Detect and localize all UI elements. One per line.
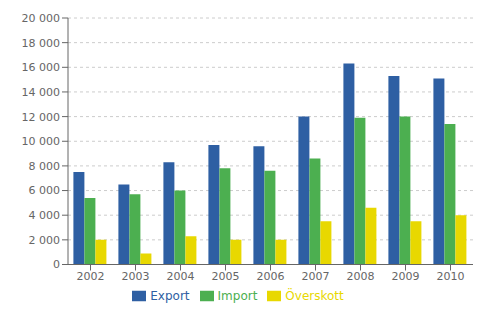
svg-text:4 000: 4 000 [29,209,61,222]
svg-text:8 000: 8 000 [29,160,61,173]
svg-text:2 000: 2 000 [29,234,61,247]
svg-text:0: 0 [53,258,60,271]
svg-text:2010: 2010 [437,270,465,283]
svg-text:12 000: 12 000 [22,111,61,124]
svg-text:2006: 2006 [257,270,285,283]
html-text:Överskott: Överskott [285,288,344,303]
svg-text:2005: 2005 [212,270,240,283]
svg-text:14 000: 14 000 [22,86,61,99]
html-text:Export: Export [150,288,190,303]
svg-text:10 000: 10 000 [22,135,61,148]
svg-text:16 000: 16 000 [22,61,61,74]
svg-text:6 000: 6 000 [29,184,61,197]
svg-text:20 000: 20 000 [22,12,61,25]
svg-text:2009: 2009 [392,270,420,283]
svg-text:2003: 2003 [122,270,150,283]
svg-text:18 000: 18 000 [22,37,61,50]
html-text:Import: Import [217,288,258,303]
svg-text:2008: 2008 [347,270,375,283]
svg-text:2004: 2004 [167,270,195,283]
svg-text:2002: 2002 [77,270,105,283]
svg-text:2007: 2007 [302,270,330,283]
